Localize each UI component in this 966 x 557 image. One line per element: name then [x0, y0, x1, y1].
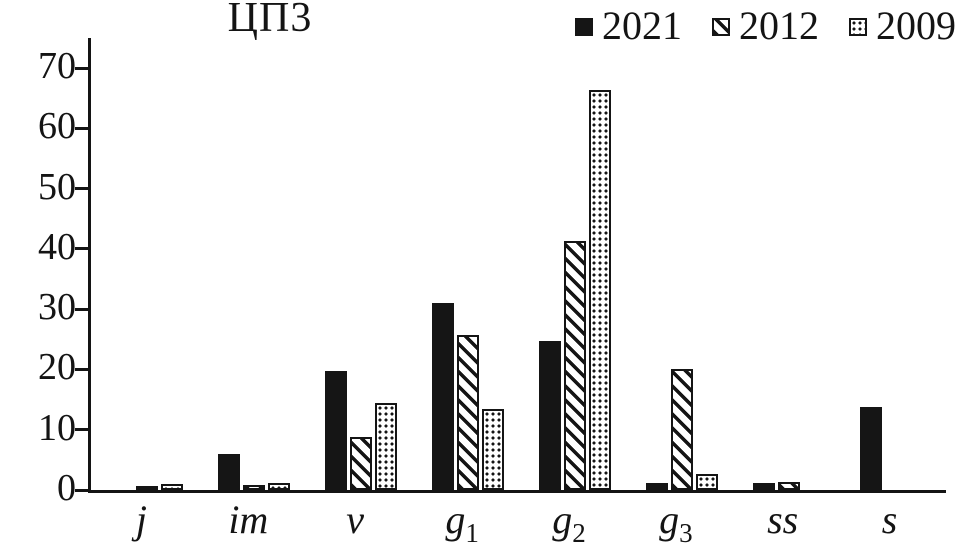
legend-swatch-solid-black-square-icon: [575, 17, 593, 36]
bar-2012-g1: [457, 335, 480, 490]
bar-2009-g2: [588, 89, 611, 490]
bar-2009-g1: [482, 409, 505, 490]
y-tick-label: 20: [38, 346, 76, 389]
bar-2012-j: [136, 485, 159, 490]
bar-2012-im: [243, 485, 266, 490]
x-category-label-subscript: 3: [679, 518, 693, 548]
bar-2009-im: [268, 482, 291, 490]
y-tick-label: 30: [38, 286, 76, 329]
bar-2021-g3: [645, 482, 668, 490]
x-category-label-g3: g3: [659, 498, 693, 549]
x-category-label-text: g: [445, 497, 466, 542]
x-category-label-im: im: [228, 498, 268, 542]
legend: 2021 2012 2009: [575, 2, 956, 49]
y-tick: [75, 187, 88, 191]
bar-2009-g3: [695, 473, 718, 490]
legend-item-2021: 2021: [575, 2, 682, 49]
x-category-label-text: s: [881, 497, 898, 542]
x-category-label-text: g: [552, 497, 573, 542]
legend-item-2012: 2012: [712, 2, 819, 49]
x-category-label-g1: g1: [445, 498, 479, 549]
x-category-label-s: s: [882, 498, 898, 542]
x-category-label-text: g: [659, 497, 680, 542]
chart-title: ЦП3: [227, 0, 313, 41]
y-tick: [75, 367, 88, 371]
y-tick-label: 60: [38, 105, 76, 148]
legend-swatch-dotted-square-icon: [849, 17, 867, 36]
y-tick: [75, 307, 88, 311]
bar-2021-s: [859, 407, 882, 490]
bar-2012-ss: [777, 481, 800, 490]
bar-2012-v: [350, 436, 373, 490]
y-tick: [75, 247, 88, 251]
bar-2009-j: [161, 483, 184, 490]
bar-2021-g2: [538, 341, 561, 490]
x-category-label-text: im: [228, 497, 269, 542]
x-category-label-text: v: [346, 497, 365, 542]
bar-2021-ss: [752, 482, 775, 490]
x-category-label-ss: ss: [767, 498, 798, 542]
legend-label-2021: 2021: [602, 3, 682, 48]
y-tick-label: 40: [38, 225, 76, 268]
x-category-label-g2: g2: [552, 498, 586, 549]
bar-2021-v: [325, 371, 348, 490]
x-category-label-subscript: 1: [465, 518, 479, 548]
y-tick-label: 10: [38, 406, 76, 449]
y-tick-label: 0: [57, 467, 76, 509]
y-tick: [75, 428, 88, 432]
legend-swatch-diagonal-hatch-square-icon: [712, 17, 730, 36]
x-category-label-text: ss: [767, 497, 799, 542]
bar-2009-v: [375, 402, 398, 490]
x-category-label-v: v: [346, 498, 364, 542]
legend-label-2012: 2012: [739, 3, 819, 48]
y-tick: [75, 488, 88, 492]
y-tick: [75, 66, 88, 70]
bar-2021-g1: [432, 303, 455, 490]
x-category-label-j: j: [136, 498, 147, 542]
x-category-label-subscript: 2: [572, 518, 586, 548]
bar-2012-g3: [670, 369, 693, 490]
x-category-label-text: j: [135, 497, 147, 542]
y-tick-label: 50: [38, 165, 76, 208]
bar-2021-im: [218, 454, 241, 490]
legend-item-2009: 2009: [849, 2, 956, 49]
y-tick-label: 70: [38, 45, 76, 88]
bar-2012-g2: [563, 240, 586, 490]
y-tick: [75, 126, 88, 130]
legend-label-2009: 2009: [876, 3, 956, 48]
plot-area: [75, 38, 946, 493]
